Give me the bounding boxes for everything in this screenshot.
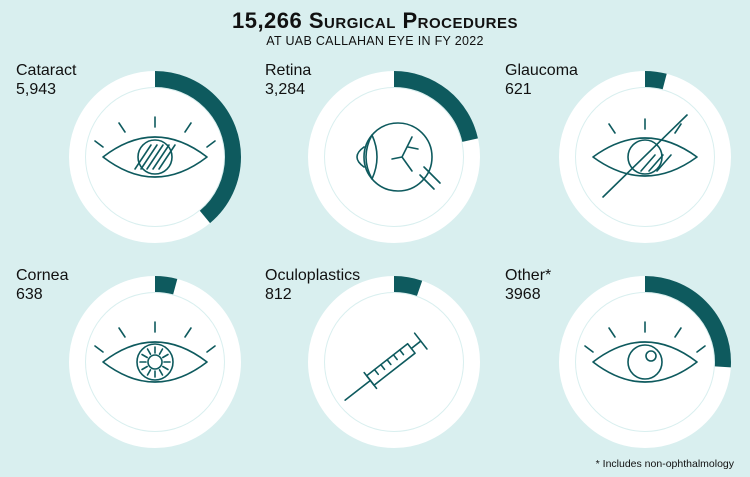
category-label: Cataract [16,62,77,79]
donut-center [576,293,714,431]
retina-eyeball-icon [356,122,441,192]
syringe-icon [344,332,428,401]
donut-segment [559,71,731,243]
label-cataract: Cataract 5,943 [16,61,76,99]
category-label: Cornea [16,267,69,284]
cataract-eye-icon [94,116,216,178]
donut-segment [69,71,241,243]
footnote: * Includes non-ophthalmology [595,458,734,470]
donut-glaucoma [559,71,731,243]
donut-retina [308,71,480,243]
label-retina: Retina 3,284 [265,61,311,99]
donut-other [559,276,731,448]
value-label: 812 [265,286,292,303]
glaucoma-crossed-eye-icon [592,114,698,198]
label-other: Other* 3968 [505,266,551,304]
donut-segment [308,276,480,448]
chart-title: 15,266 Surgical Procedures [231,8,519,33]
chart-subtitle: AT UAB CALLAHAN EYE IN FY 2022 [266,34,484,48]
label-glaucoma: Glaucoma 621 [505,61,578,99]
label-cornea: Cornea 638 [16,266,68,304]
eye-icon [584,321,706,383]
category-label: Glaucoma [505,62,578,79]
donut-segment [308,71,480,243]
value-label: 638 [16,286,43,303]
value-label: 621 [505,81,532,98]
donut-cornea [69,276,241,448]
donut-cataract [69,71,241,243]
donut-segment [69,276,241,448]
donut-segment [559,276,731,448]
value-label: 5,943 [16,81,57,98]
category-label: Oculoplastics [265,267,361,284]
category-label: Other* [505,267,552,284]
cornea-eye-icon [94,321,216,383]
value-label: 3,284 [265,81,306,98]
category-label: Retina [265,62,312,79]
donut-center [325,293,463,431]
label-oculoplastics: Oculoplastics 812 [265,266,360,304]
donut-center [86,293,224,431]
value-label: 3968 [505,286,541,303]
donut-center [325,88,463,226]
donut-oculoplastics [308,276,480,448]
